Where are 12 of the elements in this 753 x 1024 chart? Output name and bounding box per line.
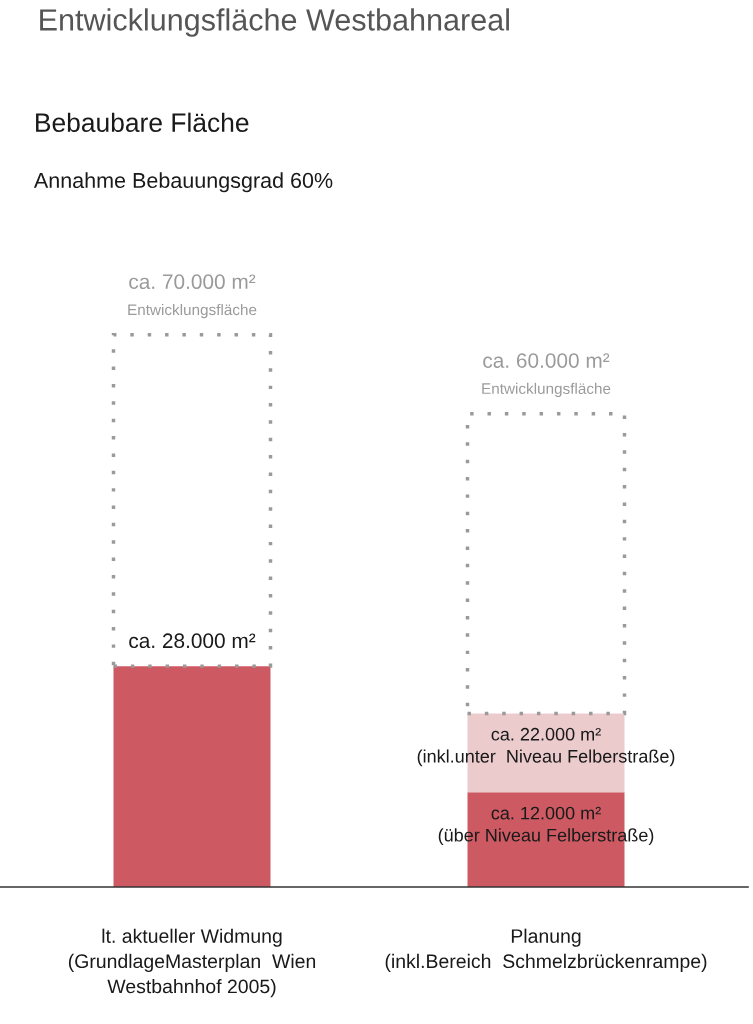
annotation: Entwicklungsfläche: [128, 303, 257, 319]
text: Annahme Bebauungsgrad 60%: [33, 172, 333, 193]
bar: [113, 666, 271, 887]
chart-subtitle: Bebaubare Fläche: [36, 112, 249, 133]
data-label: ca. 28.000 m²: [129, 633, 256, 649]
annotation: ca. 70.000 m²: [129, 274, 256, 290]
chart-title: Entwicklungsfläche Westbahnareal: [40, 8, 509, 37]
x-tick-label: lt. aktueller Widmung (GrundlageMasterplan Wien Westbahnhof 2005): [68, 928, 316, 998]
annotation: Entwicklungsfläche: [482, 382, 611, 398]
annotation: ca. 60.000 m²: [483, 353, 610, 368]
annotation: ca. 22.000 m² (inkl.unter Niveau Felberstraße): [417, 727, 675, 767]
x-tick-label: Planung (inkl.Bereich Schmelzbrückenrampe): [385, 928, 707, 972]
